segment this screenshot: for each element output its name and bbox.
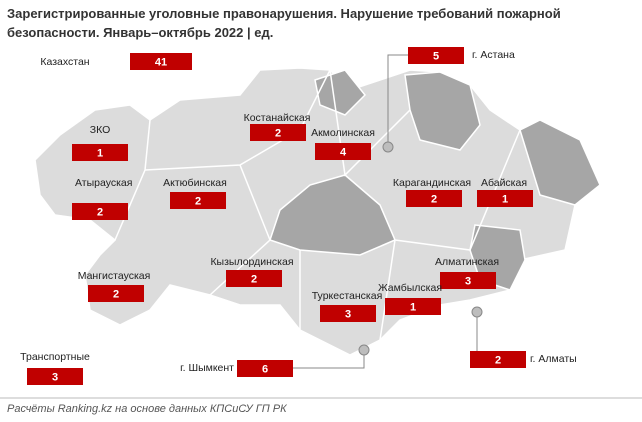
value-label: 41 [155, 56, 167, 68]
value-label: 2 [275, 127, 281, 139]
value-label: 2 [113, 288, 119, 300]
value-label: 1 [410, 301, 416, 313]
value-box [440, 272, 496, 289]
region-borders [114, 69, 521, 341]
value-label: 3 [345, 308, 351, 320]
value-box [237, 360, 293, 377]
region-name: ЗКО [90, 124, 111, 136]
region-name: Актюбинская [163, 177, 227, 189]
value-box [320, 305, 376, 322]
region-name: Мангистауская [78, 270, 151, 282]
region-name: Абайская [481, 177, 527, 189]
value-label: 5 [433, 50, 439, 62]
total-name: Казахстан [40, 56, 89, 68]
footer: Расчёты Ranking.kz на основе данных КПСи… [7, 403, 287, 415]
value-label: 3 [52, 371, 58, 383]
value-box [408, 47, 464, 64]
value-box [406, 190, 462, 207]
region-name: г. Шымкент [180, 362, 234, 374]
value-label: 3 [465, 275, 471, 287]
region-name: г. Алматы [530, 353, 577, 365]
value-label: 6 [262, 363, 268, 375]
value-box [385, 298, 441, 315]
value-box [315, 143, 371, 160]
value-box [72, 144, 128, 161]
value-label: 1 [502, 193, 508, 205]
region-name: Костанайская [244, 112, 311, 124]
value-label: 4 [340, 146, 347, 158]
region-name: Транспортные [20, 351, 90, 363]
region-name: Карагандинская [393, 177, 471, 189]
region-name: Жамбылская [378, 282, 442, 294]
region-name: Алматинская [435, 256, 499, 268]
city-markers [358, 141, 483, 356]
value-label: 1 [97, 147, 103, 159]
value-box [170, 192, 226, 209]
value-box [88, 285, 144, 302]
value-box [130, 53, 192, 70]
region-name: Кызылординская [210, 256, 293, 268]
value-box [226, 270, 282, 287]
value-label: 2 [195, 195, 201, 207]
value-box [470, 351, 526, 368]
value-box [27, 368, 83, 385]
value-label: 2 [495, 354, 501, 366]
value-label: 2 [251, 273, 257, 285]
region-name: Атырауская [75, 177, 132, 189]
value-box [250, 124, 306, 141]
title: Зарегистрированные уголовные правонаруше… [7, 6, 561, 40]
value-label: 2 [431, 193, 437, 205]
value-box [477, 190, 533, 207]
region-name: Акмолинская [311, 127, 375, 139]
value-box [72, 203, 128, 220]
region-name: Туркестанская [312, 290, 383, 302]
region-name: г. Астана [472, 49, 515, 61]
dark-regions [269, 69, 601, 291]
value-label: 2 [97, 206, 103, 218]
